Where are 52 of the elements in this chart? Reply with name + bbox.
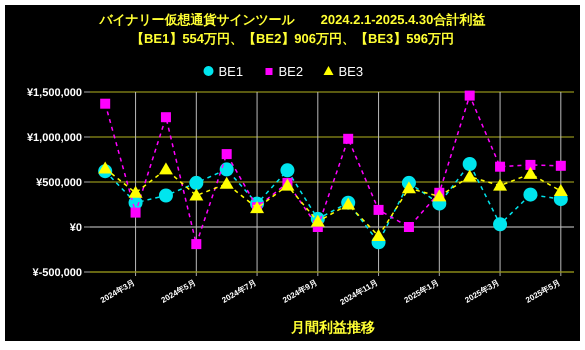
point: [191, 239, 202, 250]
point: [493, 217, 508, 232]
point: [343, 134, 354, 144]
chart-subtitle: 【BE1】554万円、【BE2】906万円、【BE3】596万円: [131, 31, 454, 46]
point: [280, 178, 294, 191]
point: [374, 204, 384, 215]
x-tick-label: 2025年1月: [402, 278, 440, 305]
x-tick-label: 2024年11月: [338, 278, 380, 307]
point: [189, 188, 204, 200]
point: [158, 162, 173, 174]
point: [432, 189, 446, 202]
chart-title: バイナリー仮想通貨サインツール 2024.2.1-2025.4.30合計利益: [98, 12, 486, 27]
point: [404, 222, 414, 232]
x-tick-label: 2024年5月: [160, 278, 198, 305]
point: [280, 163, 294, 178]
y-tick-label: ¥1,500,000: [26, 87, 82, 99]
point: [464, 90, 475, 101]
x-tick-label: 2025年5月: [524, 278, 562, 305]
point: [130, 208, 141, 218]
x-tick-label: 2024年7月: [220, 278, 258, 305]
point: [189, 176, 204, 190]
x-axis-title: 月間利益推移: [290, 319, 375, 335]
point: [220, 162, 234, 176]
point: [523, 188, 538, 202]
x-tick-label: 2024年3月: [98, 278, 137, 305]
point: [402, 181, 416, 194]
legend-label: BE3: [338, 64, 364, 79]
point: [220, 176, 234, 189]
y-tick-label: ¥0: [70, 222, 82, 234]
point: [525, 160, 536, 170]
point: [310, 214, 325, 227]
point: [556, 160, 566, 171]
point: [495, 162, 506, 172]
point: [128, 186, 143, 198]
point: [554, 184, 568, 196]
point: [98, 162, 112, 174]
x-tick-label: 2024年9月: [281, 278, 319, 305]
y-tick-label: ¥-500,000: [32, 267, 82, 279]
point: [160, 112, 171, 122]
legend-label: BE2: [278, 64, 304, 79]
x-tick-label: 2025年3月: [463, 278, 502, 305]
point: [222, 149, 232, 160]
point: [523, 166, 538, 179]
point: [462, 157, 477, 171]
point: [158, 188, 173, 202]
legend-label: BE1: [218, 64, 244, 79]
y-tick-label: ¥1,000,000: [26, 132, 82, 144]
point: [100, 98, 110, 109]
point: [372, 229, 386, 241]
point: [462, 170, 477, 182]
y-tick-label: ¥500,000: [36, 177, 82, 189]
point: [493, 178, 508, 191]
